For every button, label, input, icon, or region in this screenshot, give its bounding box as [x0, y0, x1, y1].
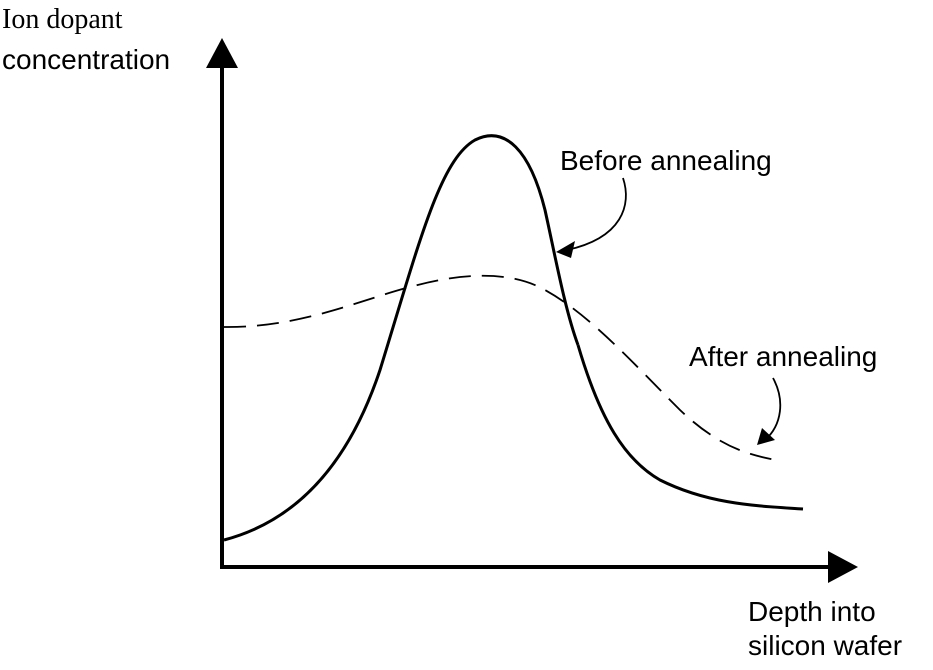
x-axis-label-line1: Depth into: [748, 596, 876, 627]
after-annealing-label: After annealing: [689, 341, 878, 372]
before-annealing-label: Before annealing: [560, 145, 772, 176]
y-axis-label-line2: concentration: [2, 44, 171, 75]
y-axis-arrowhead-up-icon: [206, 38, 238, 68]
before-annealing-curve-tail: [576, 344, 804, 511]
after-pointer-arrowhead-icon: [757, 428, 775, 445]
after-annealing-curve: [223, 274, 777, 461]
after-pointer-curved-arrow-icon: [764, 377, 782, 441]
before-pointer-curved-arrow-icon: [566, 177, 627, 251]
x-axis-arrowhead-right-icon: [828, 551, 858, 583]
y-axis-label-line1: Ion dopant: [2, 4, 123, 35]
x-axis-label-line2: silicon wafer: [748, 630, 903, 661]
before-annealing-curve: [223, 134, 580, 542]
before-pointer-arrowhead-icon: [556, 241, 575, 258]
